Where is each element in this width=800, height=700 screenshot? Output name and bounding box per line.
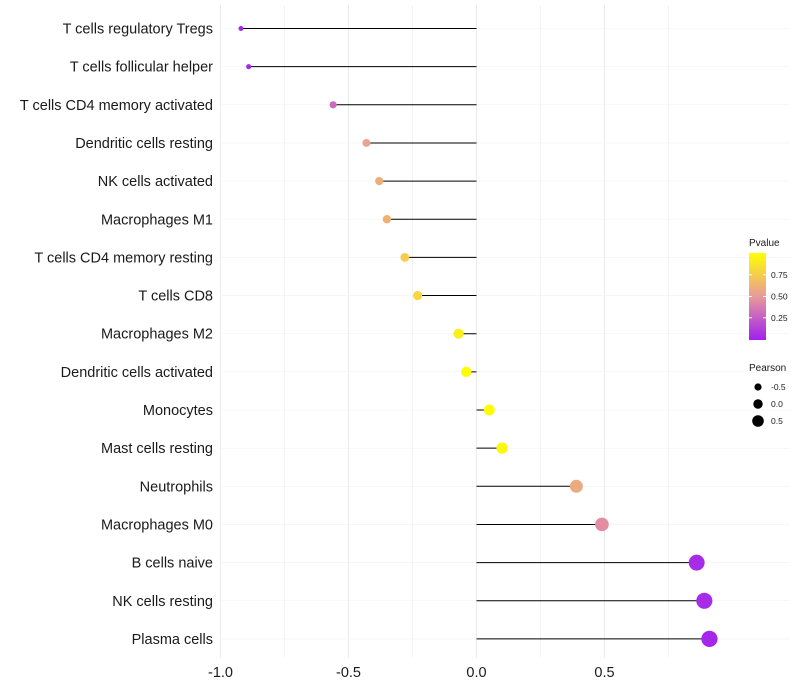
point-1 <box>246 64 252 70</box>
point-14 <box>688 554 705 571</box>
point-4 <box>375 176 384 186</box>
point-7 <box>413 290 423 301</box>
x-tick-label-1: -0.5 <box>336 665 361 681</box>
legend-color-title: Pvalue <box>749 238 780 249</box>
category-label-12: Neutrophils <box>140 479 213 495</box>
legend-color-label-1: 0.50 <box>771 292 788 302</box>
category-label-14: B cells naive <box>132 556 213 572</box>
category-label-1: T cells follicular helper <box>70 60 213 76</box>
stems <box>240 28 710 640</box>
legend-color-label-2: 0.75 <box>771 270 788 280</box>
category-label-6: T cells CD4 memory resting <box>34 250 213 266</box>
legend-size-key-2 <box>752 415 764 427</box>
category-label-15: NK cells resting <box>112 594 213 610</box>
category-label-7: T cells CD8 <box>138 289 213 305</box>
point-9 <box>461 366 472 378</box>
point-5 <box>382 215 392 224</box>
x-tick-label-3: 0.5 <box>594 665 614 681</box>
legend-color-label-0: 0.25 <box>771 313 788 323</box>
legend-colorbar <box>749 253 766 340</box>
point-0 <box>238 26 244 31</box>
category-label-5: Macrophages M1 <box>101 212 213 228</box>
point-2 <box>329 101 337 109</box>
category-label-9: Dendritic cells activated <box>61 365 213 381</box>
legend: Pvalue 0.25 0.50 0.75 Pearson -0.5 0.0 0.5 <box>749 238 788 427</box>
legend-size-key-1 <box>753 399 763 409</box>
x-axis-ticks: -1.0 -0.5 0.0 0.5 <box>208 665 615 681</box>
points <box>238 26 718 648</box>
point-15 <box>696 592 713 609</box>
point-13 <box>595 517 609 532</box>
x-tick-label-2: 0.0 <box>466 665 486 681</box>
category-label-3: Dendritic cells resting <box>75 136 213 152</box>
category-label-2: T cells CD4 memory activated <box>20 98 213 114</box>
point-8 <box>453 328 464 339</box>
category-labels: T cells regulatory Tregs T cells follicul… <box>20 22 213 648</box>
category-label-10: Monocytes <box>143 403 213 419</box>
category-label-11: Mast cells resting <box>101 441 213 457</box>
point-10 <box>483 404 495 416</box>
point-16 <box>701 630 718 648</box>
point-11 <box>496 442 508 454</box>
legend-size-key-0 <box>754 383 762 391</box>
category-label-16: Plasma cells <box>132 632 213 648</box>
legend-size-label-0: -0.5 <box>771 382 786 392</box>
grid-lines <box>220 5 790 658</box>
legend-size-label-1: 0.0 <box>771 399 783 409</box>
point-6 <box>400 252 410 262</box>
legend-size-label-2: 0.5 <box>771 416 783 426</box>
category-label-8: Macrophages M2 <box>101 327 213 343</box>
category-label-4: NK cells activated <box>98 174 213 190</box>
point-12 <box>569 479 583 493</box>
x-tick-label-0: -1.0 <box>208 665 233 681</box>
category-label-0: T cells regulatory Tregs <box>63 22 213 38</box>
category-label-13: Macrophages M0 <box>101 517 213 533</box>
legend-size-title: Pearson <box>749 363 786 374</box>
point-3 <box>362 138 371 147</box>
